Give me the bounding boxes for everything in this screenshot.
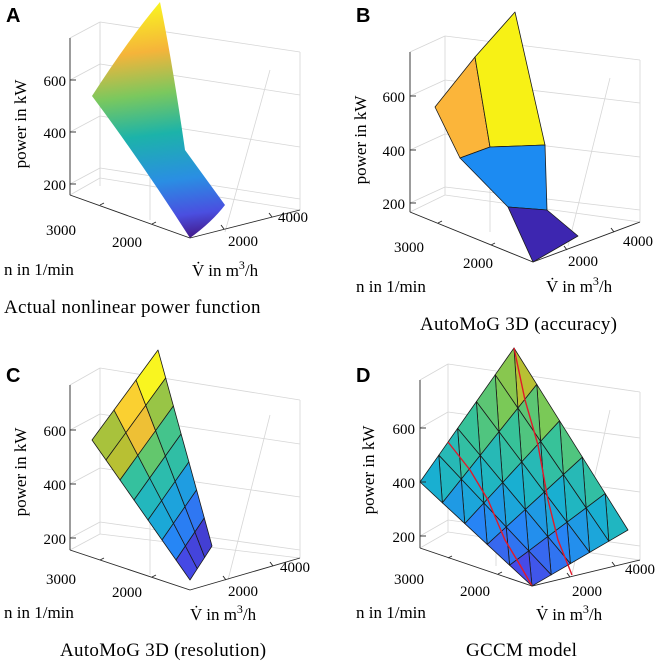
panel-d-ztick-400: 400 <box>393 476 416 492</box>
panel-a: A power in kW 600 400 200 3000 2000 2000… <box>4 2 308 318</box>
panel-c-zlabel: power in kW <box>11 427 30 517</box>
panel-c-axes <box>69 385 301 591</box>
panel-a-ntick-2000: 2000 <box>112 235 142 251</box>
panel-c-ztick-600: 600 <box>44 424 67 440</box>
panel-c-nlabel: n in 1/min <box>4 603 74 622</box>
panel-a-caption: Actual nonlinear power function <box>4 297 261 318</box>
panel-a-axes <box>69 38 301 239</box>
panel-b-ztick-400: 400 <box>383 144 406 160</box>
panel-b-zlabel: power in kW <box>351 95 370 185</box>
panel-a-nlabel: n in 1/min <box>4 260 74 279</box>
panel-c-ntick-2000: 2000 <box>112 585 142 601</box>
panel-d-boundary-lines <box>447 347 573 587</box>
panel-b-ntick-2000: 2000 <box>463 256 493 272</box>
panel-c-surface <box>91 349 213 581</box>
panel-b-facet-indigo <box>507 206 579 263</box>
panel-c-letter: C <box>6 365 20 387</box>
panel-a-ztick-600: 600 <box>44 74 67 90</box>
panel-c-vtick-2000: 2000 <box>228 584 258 600</box>
panel-d-facet <box>464 502 488 545</box>
panel-b-nlabel: n in 1/min <box>356 277 426 296</box>
panel-a-ztick-400: 400 <box>44 126 67 142</box>
panel-d-zlabel: power in kW <box>359 425 378 515</box>
panel-d-vlabel: V̇ in m3/h <box>536 602 603 624</box>
panel-d-axes <box>419 380 641 587</box>
panel-d-vtick-4000: 4000 <box>625 562 655 578</box>
panel-b-ztick-600: 600 <box>383 90 406 106</box>
panel-b-letter: B <box>356 5 370 27</box>
panel-b-surface <box>434 11 579 263</box>
panel-c-ztick-200: 200 <box>44 532 67 548</box>
panel-d-nlabel: n in 1/min <box>356 603 426 622</box>
panel-d: D power in kW 600 400 200 3000 2000 2000… <box>356 347 655 661</box>
panel-c-ntick-3000: 3000 <box>46 572 76 588</box>
panel-d-caption: GCCM model <box>466 640 577 661</box>
panel-b: B power in kW 600 400 200 3000 2000 2000… <box>351 5 653 335</box>
panel-d-ztick-200: 200 <box>393 530 416 546</box>
panel-b-ztick-200: 200 <box>383 197 406 213</box>
panel-c: C power in kW 600 400 200 3000 2000 2000… <box>4 349 310 661</box>
panel-c-vtick-4000: 4000 <box>280 560 310 576</box>
panel-b-vtick-4000: 4000 <box>623 234 653 250</box>
panel-d-ztick-600: 600 <box>393 422 416 438</box>
panel-a-zlabel: power in kW <box>11 79 30 169</box>
panel-c-ztick-400: 400 <box>44 478 67 494</box>
panel-c-vlabel: V̇ in m3/h <box>190 602 257 624</box>
panel-a-ztick-200: 200 <box>44 178 67 194</box>
panel-d-facet <box>419 454 443 504</box>
panel-d-surface <box>419 347 629 587</box>
panel-d-facet <box>441 478 466 524</box>
panel-d-vtick-2000: 2000 <box>572 584 602 600</box>
panel-b-caption: AutoMoG 3D (accuracy) <box>420 314 617 335</box>
panel-a-vtick-2000: 2000 <box>228 234 258 250</box>
panel-d-boundary-left <box>447 441 533 587</box>
panel-a-letter: A <box>6 5 20 27</box>
panel-c-caption: AutoMoG 3D (resolution) <box>60 640 266 661</box>
panel-d-boundary-right <box>513 347 573 576</box>
panel-b-facet-blue <box>459 144 548 211</box>
panel-a-surface <box>92 2 225 238</box>
panel-b-ntick-3000: 3000 <box>394 240 424 256</box>
panel-d-ntick-3000: 3000 <box>394 572 424 588</box>
panel-a-vtick-4000: 4000 <box>278 210 308 226</box>
panel-b-vlabel: V̇ in m3/h <box>546 274 613 296</box>
panel-a-vlabel: V̇ in m3/h <box>192 258 259 280</box>
panel-b-axes <box>409 52 641 263</box>
panel-d-letter: D <box>356 365 370 387</box>
panel-d-ntick-2000: 2000 <box>460 584 490 600</box>
panel-a-ntick-3000: 3000 <box>46 223 76 239</box>
panel-b-vtick-2000: 2000 <box>568 254 598 270</box>
panel-c-facet <box>194 517 213 558</box>
